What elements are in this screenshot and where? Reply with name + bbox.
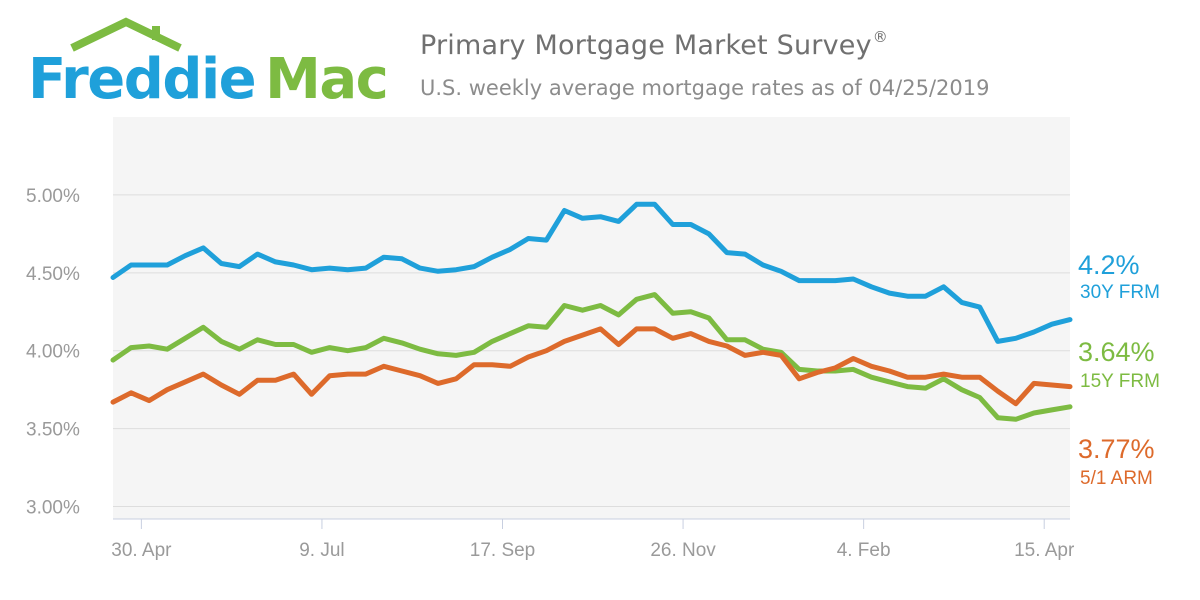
x-tick-label: 4. Feb [837,540,891,561]
series-line-5-1-arm [110,326,1073,407]
series-name-label: 5/1 ARM [1080,468,1153,489]
y-tick-label: 5.00% [26,186,80,207]
series-name-label: 15Y FRM [1080,371,1160,392]
registered-mark: ® [872,28,888,46]
x-tick-label: 17. Sep [470,540,536,561]
y-tick-label: 3.50% [26,420,80,441]
logo-roof-icon [70,17,182,52]
series-line-15y-frm [110,292,1073,422]
y-tick-label: 4.00% [26,342,80,363]
series-end-value: 3.64% [1078,337,1155,367]
plot-background [113,117,1070,519]
y-tick-label: 3.00% [26,498,80,519]
series-line-30y-frm [110,201,1073,344]
x-tick-label: 30. Apr [111,540,172,561]
series-end-value: 3.77% [1078,434,1155,464]
x-tick-label: 26. Nov [650,540,716,561]
freddie-mac-logo: Freddie Mac [28,17,386,104]
series-end-value: 4.2% [1078,250,1140,280]
series-name-label: 30Y FRM [1080,282,1160,303]
chart-title: Primary Mortgage Market Survey® [420,28,888,61]
x-tick-label: 9. Jul [299,540,344,561]
logo-text-freddie: Freddie [28,47,255,104]
y-tick-label: 4.50% [26,264,80,285]
chart-subtitle: U.S. weekly average mortgage rates as of… [420,76,990,100]
logo-text-mac: Mac [265,47,386,104]
x-tick-label: 15. Apr [1014,540,1075,561]
